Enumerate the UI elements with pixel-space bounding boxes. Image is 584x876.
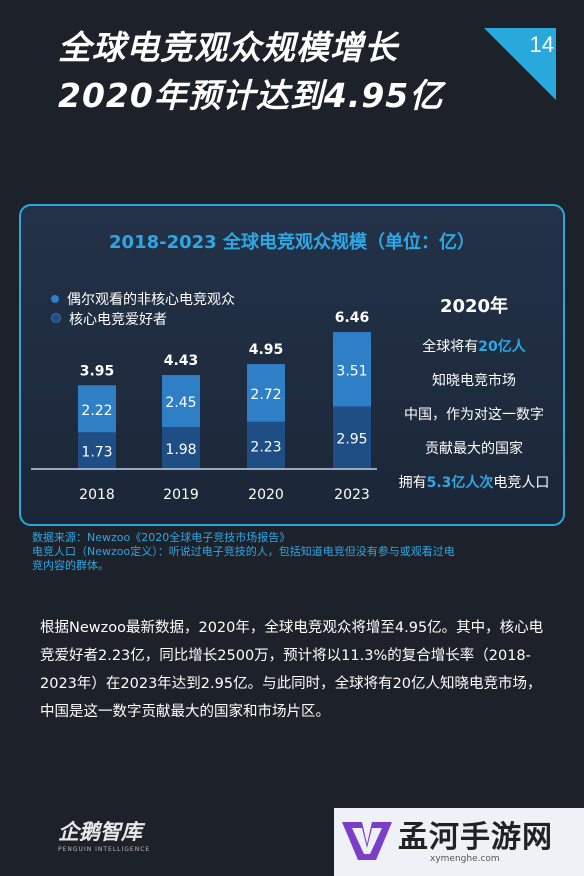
bar-core-2023 — [333, 406, 371, 469]
x-tick-label-2019: 2019 — [163, 487, 199, 503]
data-label-core-2019: 1.98 — [165, 442, 196, 458]
title-line-2: 2020年预计达到4.95亿 — [58, 76, 444, 115]
data-label-total-2019: 4.43 — [164, 353, 199, 369]
side-line-5: 拥有5.3亿人次电竞人口 — [379, 466, 569, 500]
legend-dot-core — [51, 313, 61, 323]
x-tick-label-2023: 2023 — [334, 487, 370, 503]
side-line-5-post: 电竞人口 — [493, 475, 550, 491]
bar-core-2019 — [162, 427, 200, 469]
side-title: 2020年 — [439, 296, 509, 317]
side-line-4: 贡献最大的国家 — [425, 441, 523, 457]
side-line-2: 知晓电竞市场 — [432, 373, 516, 389]
side-line-3: 中国，作为对这一数字 — [404, 407, 544, 423]
source-line-2: 电竞人口（Newzoo定义）：听说过电子竞技的人，包括知道电竞但没有参与或观看过… — [32, 545, 455, 558]
data-label-casual-2018: 2.22 — [81, 403, 112, 419]
bar-casual-2023 — [333, 332, 371, 407]
source-line-3: 竞内容的群体。 — [32, 559, 109, 572]
side-line-5-highlight: 5.3亿人次 — [426, 475, 494, 491]
chart-panel: 2018-2023 全球电竞观众规模（单位：亿） 偶尔观看的非核心电竞观众 核心… — [19, 204, 565, 526]
side-line-1: 全球将有20亿人 — [379, 330, 569, 364]
watermark-name: 孟河手游网 — [398, 820, 553, 855]
legend-dot-casual — [51, 295, 59, 303]
page-title: 全球电竞观众规模增长 2020年预计达到4.95亿 — [58, 24, 443, 120]
side-line-1-text: 全球将有 — [422, 339, 479, 355]
bar-casual-2018 — [78, 385, 116, 433]
x-tick-label-2018: 2018 — [79, 487, 115, 503]
data-label-casual-2019: 2.45 — [165, 395, 196, 411]
data-label-casual-2020: 2.72 — [250, 387, 281, 403]
side-line-5-pre: 拥有 — [398, 475, 427, 491]
watermark-url: xymenghe.com — [430, 854, 500, 864]
data-label-total-2023: 6.46 — [335, 310, 370, 326]
legend-item-casual: 偶尔观看的非核心电竞观众 — [51, 290, 235, 310]
page-corner-triangle — [484, 28, 556, 100]
bar-chart: 1.73 2.22 3.95 2018 1.98 2.45 4.43 2019 2.23 2.72… — [31, 310, 377, 503]
body-paragraph: 根据Newzoo最新数据，2020年，全球电竞观众将增至4.95亿。其中，核心电… — [40, 620, 544, 720]
source-line-1: 数据来源：Newzoo《2020全球电子竞技市场报告》 — [32, 531, 291, 544]
bar-core-2020 — [247, 421, 285, 469]
data-source-note: 数据来源：Newzoo《2020全球电子竞技市场报告》 电竞人口（Newzoo定… — [32, 531, 455, 573]
data-label-core-2020: 2.23 — [250, 439, 281, 455]
bar-casual-2019 — [162, 375, 200, 428]
legend-label-core: 核心电竞爱好者 — [69, 312, 167, 328]
page-number: 14 — [529, 32, 554, 57]
data-label-core-2023: 2.95 — [336, 432, 367, 448]
legend-label-casual: 偶尔观看的非核心电竞观众 — [67, 292, 235, 308]
x-tick-label-2020: 2020 — [248, 487, 284, 503]
brand-name: 企鹅智库 — [58, 820, 142, 844]
legend-item-core: 核心电竞爱好者 — [51, 310, 235, 330]
chart-title: 2018-2023 全球电竞观众规模（单位：亿） — [109, 232, 475, 253]
data-label-core-2018: 1.73 — [81, 445, 112, 461]
data-label-total-2018: 3.95 — [80, 363, 115, 379]
side-line-1-highlight: 20亿人 — [478, 339, 526, 355]
data-label-casual-2023: 3.51 — [336, 363, 367, 379]
data-label-total-2020: 4.95 — [249, 342, 284, 358]
chart-legend: 偶尔观看的非核心电竞观众 核心电竞爱好者 — [51, 290, 235, 330]
bar-casual-2020 — [247, 364, 285, 422]
title-line-1: 全球电竞观众规模增长 — [58, 28, 398, 67]
watermark: 孟河手游网 xymenghe.com — [334, 808, 584, 876]
brand-logo: 企鹅智库 PENGUIN INTELLIGENCE — [58, 816, 150, 853]
brand-english: PENGUIN INTELLIGENCE — [58, 846, 151, 853]
watermark-logo-icon — [340, 814, 394, 872]
side-panel: 2020年 全球将有20亿人 知晓电竞市场 中国，作为对这一数字 贡献最大的国家… — [379, 292, 569, 500]
bar-core-2018 — [78, 432, 116, 469]
